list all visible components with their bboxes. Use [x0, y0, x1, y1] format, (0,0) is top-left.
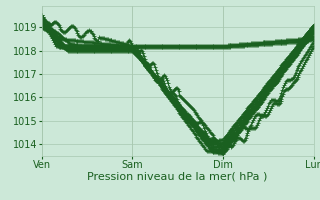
X-axis label: Pression niveau de la mer( hPa ): Pression niveau de la mer( hPa ) — [87, 172, 268, 182]
